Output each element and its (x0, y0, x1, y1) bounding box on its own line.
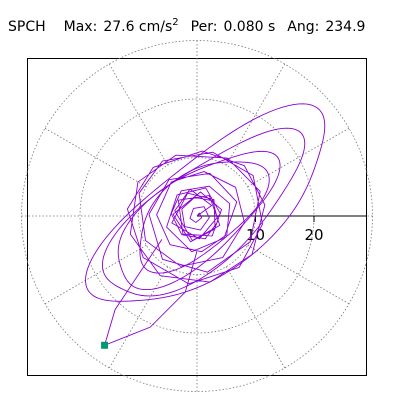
motion-trace-loop-1 (85, 103, 326, 302)
grid-spoke-330 (247, 244, 350, 305)
motion-trace-loop-3 (117, 150, 281, 291)
max-value: 27.6 cm/s (103, 19, 173, 35)
angle-value: 234.9 (325, 19, 366, 35)
radial-axis: 10 20 (197, 215, 366, 244)
motion-trace-loop-4 (139, 161, 270, 274)
max-unit-exponent: 2 (172, 17, 179, 28)
motion-trace-core (126, 150, 266, 285)
max-label: Max: (63, 19, 98, 35)
period-value: 0.080 s (223, 19, 276, 35)
station-code: SPCH (8, 19, 46, 35)
grid-spoke-30 (247, 127, 350, 188)
motion-trace (85, 103, 326, 347)
angle-label: Ang: (287, 19, 320, 35)
motion-trace-loop-2 (101, 127, 306, 297)
radial-tick-label-20: 20 (304, 226, 323, 244)
end-marker-group (101, 341, 109, 349)
grid-spoke-150 (44, 127, 147, 188)
grid-spoke-300 (225, 266, 286, 369)
trace-header: SPCH Max: 27.6 cm/s2 Per: 0.080 s Ang: 234.9 (8, 17, 365, 39)
grid-spoke-60 (225, 63, 286, 166)
grid-spoke-240 (108, 266, 169, 369)
period-label: Per: (190, 19, 218, 35)
grid-spoke-120 (108, 63, 169, 166)
grid-spoke-210 (44, 244, 147, 305)
end-marker (101, 341, 109, 349)
